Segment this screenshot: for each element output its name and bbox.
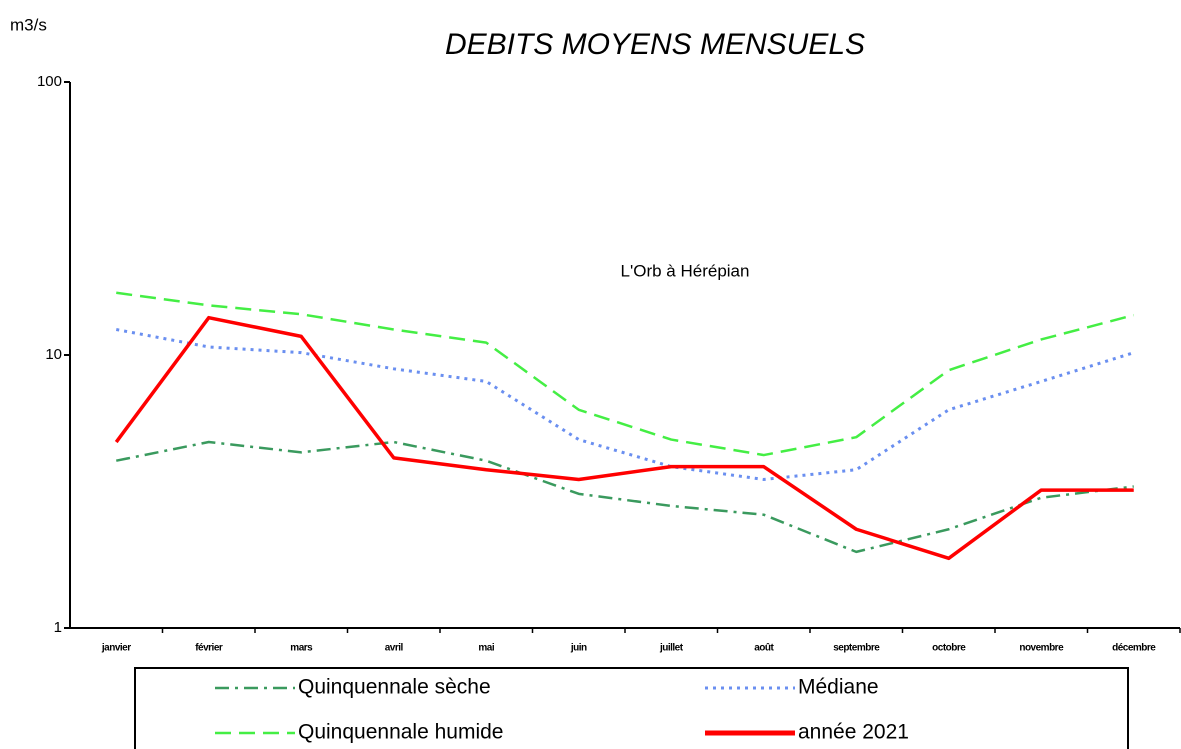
series-line	[116, 440, 1134, 554]
y-tick-label: 10	[45, 346, 62, 363]
x-tick-label: juillet	[659, 643, 684, 654]
y-tick-label: 100	[37, 73, 62, 90]
series-line	[116, 291, 1135, 457]
x-tick-label: mai	[478, 643, 494, 654]
x-tick-label: février	[195, 643, 223, 654]
y-axis-label: m3/s	[10, 15, 47, 34]
x-tick-label: août	[754, 643, 774, 654]
legend-box	[134, 667, 1129, 749]
series-line	[115, 328, 1135, 481]
x-tick-label: janvier	[101, 643, 131, 654]
x-tick-label: octobre	[932, 643, 966, 654]
x-tick-label: juin	[570, 643, 587, 654]
series-line	[114, 315, 1134, 561]
x-tick-label: mars	[290, 643, 313, 654]
legend-label: Quinquennale humide	[298, 721, 504, 744]
x-tick-label: septembre	[833, 643, 880, 654]
annotation: L'Orb à Hérépian	[621, 261, 750, 280]
x-tick-label: décembre	[1112, 643, 1156, 654]
x-tick-label: novembre	[1019, 643, 1064, 654]
legend-label: année 2021	[798, 721, 909, 744]
y-tick-label: 1	[54, 619, 62, 636]
chart-title: DEBITS MOYENS MENSUELS	[445, 28, 865, 61]
legend-label: Médiane	[798, 676, 879, 699]
legend-label: Quinquennale sèche	[298, 676, 491, 699]
x-tick-label: avril	[385, 643, 404, 654]
